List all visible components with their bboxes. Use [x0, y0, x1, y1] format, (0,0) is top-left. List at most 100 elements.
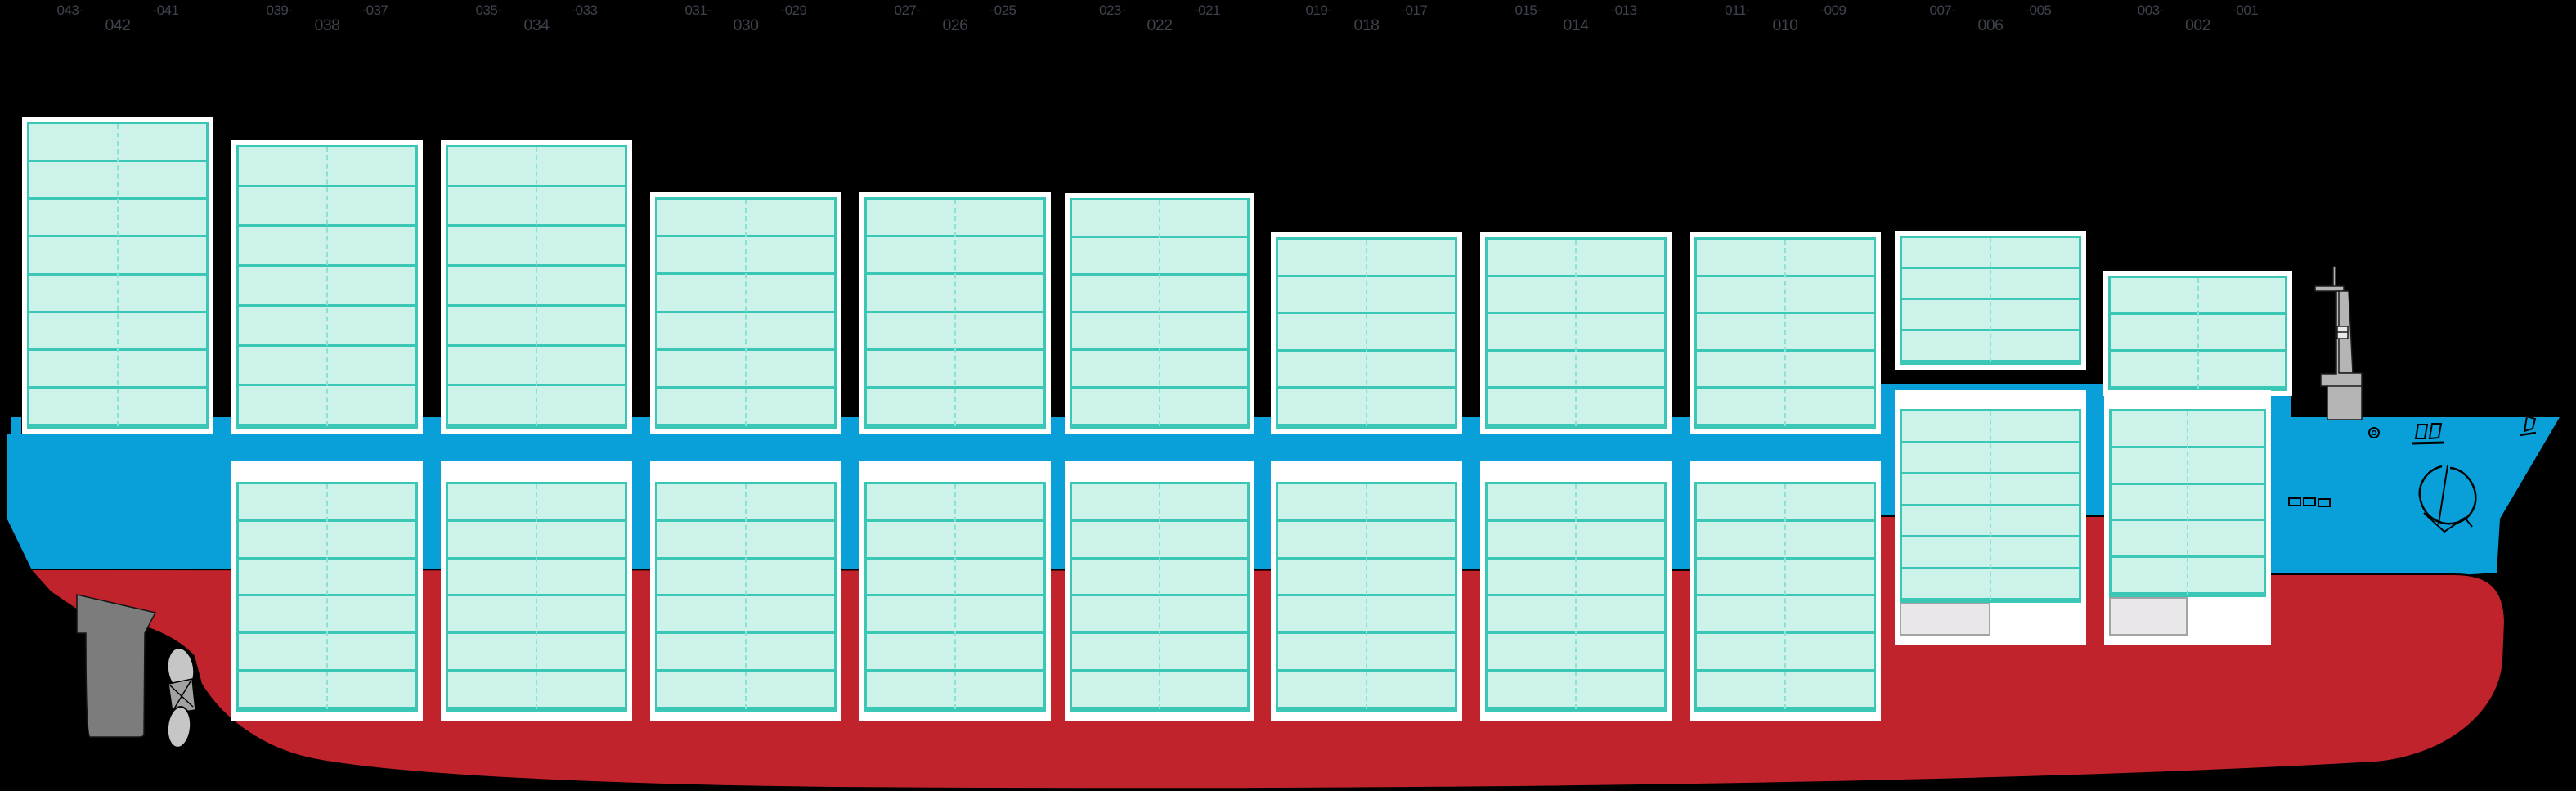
bay-010-deck-block[interactable] [1690, 232, 1881, 434]
foremast [2314, 266, 2363, 420]
column-divider [1366, 240, 1367, 426]
bridge-windows-icon [2414, 423, 2443, 440]
bay-label-left: 015- [1515, 2, 1542, 18]
column-divider [954, 200, 956, 426]
bay-022-deck-grid[interactable] [1070, 198, 1250, 429]
bay-038-labels: 039- -037 038 [231, 0, 423, 38]
column-divider [1159, 200, 1160, 426]
bay-label-002: 002 [2184, 16, 2211, 34]
bay-038-hold-grid[interactable] [236, 482, 418, 712]
bay-030-deck-block[interactable] [650, 192, 841, 434]
bay-010-deck-grid[interactable] [1694, 237, 1876, 429]
bay-018-hold-grid[interactable] [1276, 482, 1457, 712]
column-divider [536, 147, 537, 426]
column-divider [745, 484, 747, 709]
bay-010-hold-block[interactable] [1690, 461, 1881, 721]
bay-030-labels: 031- -029 030 [650, 0, 841, 38]
bay-010-hold-grid[interactable] [1694, 482, 1876, 712]
mast-base [2320, 290, 2363, 420]
bay-014-deck-grid[interactable] [1485, 237, 1667, 429]
bay-label-left: 019- [1305, 2, 1332, 18]
bay-014-hold-block[interactable] [1480, 461, 1672, 721]
bay-030-hold-grid[interactable] [655, 482, 837, 712]
bay-label-right: -025 [990, 2, 1016, 18]
bay-label-042: 042 [105, 16, 131, 34]
bay-018-labels: 019- -017 018 [1271, 0, 1462, 38]
column-divider [1159, 484, 1160, 709]
column-divider [1575, 240, 1577, 426]
bay-label-left: 007- [1929, 2, 1956, 18]
bay-002-labels: 003- -001 002 [2103, 0, 2292, 38]
anchor-shank [2438, 465, 2448, 524]
propeller-blade-lower [166, 706, 192, 748]
bay-label-right: -013 [1610, 2, 1637, 18]
bay-label-030: 030 [733, 16, 759, 34]
column-divider [1366, 484, 1367, 709]
column-divider [1575, 484, 1577, 709]
bay-006-deck-block[interactable] [1895, 231, 2086, 370]
column-divider [536, 484, 537, 709]
bay-022-deck-block[interactable] [1065, 193, 1254, 434]
column-divider [1990, 411, 1991, 600]
bay-038-deck-block[interactable] [231, 140, 423, 434]
bay-label-018: 018 [1353, 16, 1380, 34]
bay-034-deck-block[interactable] [441, 140, 632, 434]
column-divider [1990, 238, 1991, 362]
porthole-icon [2368, 427, 2380, 438]
bay-034-hold-grid[interactable] [446, 482, 627, 712]
bay-022-hold-grid[interactable] [1070, 482, 1250, 712]
bay-label-right: -005 [2025, 2, 2052, 18]
column-divider [2187, 411, 2188, 595]
bay-026-deck-block[interactable] [859, 192, 1051, 434]
bay-022-hold-block[interactable] [1065, 461, 1254, 721]
bay-042-deck-block[interactable] [22, 117, 213, 434]
bay-label-left: 035- [475, 2, 502, 18]
column-divider [1784, 484, 1786, 709]
bay-label-right: -041 [152, 2, 179, 18]
bay-002-deck-block[interactable] [2103, 271, 2292, 396]
bay-030-hold-block[interactable] [650, 461, 841, 721]
bay-002-hold-grid[interactable] [2109, 409, 2266, 597]
bay-006-labels: 007- -005 006 [1895, 0, 2086, 38]
bay-label-010: 010 [1772, 16, 1798, 34]
bay-label-038: 038 [314, 16, 340, 34]
propeller [166, 647, 196, 748]
bay-label-right: -029 [780, 2, 807, 18]
bay-018-deck-block[interactable] [1271, 232, 1462, 434]
bay-026-hold-grid[interactable] [864, 482, 1046, 712]
anchor-fluke [2423, 512, 2473, 533]
bay-label-026: 026 [942, 16, 968, 34]
bay-label-right: -009 [1820, 2, 1847, 18]
bay-006-deck-grid[interactable] [1900, 236, 2081, 365]
bay-002-machinery-cell[interactable] [2109, 597, 2188, 636]
bay-014-hold-grid[interactable] [1485, 482, 1667, 712]
bay-010-labels: 011- -009 010 [1690, 0, 1881, 38]
bay-026-hold-block[interactable] [859, 461, 1051, 721]
bay-038-hold-block[interactable] [231, 461, 423, 721]
bay-002-deck-grid[interactable] [2108, 276, 2287, 391]
column-divider [326, 484, 328, 709]
bay-002-hold-block[interactable] [2104, 390, 2271, 645]
bay-006-hold-block[interactable] [1895, 390, 2086, 645]
column-divider [954, 484, 956, 709]
bay-018-hold-block[interactable] [1271, 461, 1462, 721]
mast-platform [2314, 285, 2345, 292]
draft-marks [2288, 497, 2331, 507]
bay-label-left: 003- [2137, 2, 2165, 18]
bay-006-hold-grid[interactable] [1900, 409, 2081, 603]
bay-label-left: 039- [266, 2, 293, 18]
bay-018-deck-grid[interactable] [1276, 237, 1457, 429]
bow-flag-icon [2523, 415, 2537, 433]
bay-034-hold-block[interactable] [441, 461, 632, 721]
bay-label-right: -033 [571, 2, 598, 18]
bay-014-deck-block[interactable] [1480, 232, 1672, 434]
bay-042-deck-grid[interactable] [27, 122, 209, 429]
bay-006-machinery-cell[interactable] [1900, 603, 1990, 636]
bay-030-deck-grid[interactable] [655, 197, 837, 429]
bay-026-deck-grid[interactable] [864, 197, 1046, 429]
column-divider [117, 124, 119, 426]
bay-038-deck-grid[interactable] [236, 145, 418, 429]
bay-label-034: 034 [523, 16, 550, 34]
bay-034-deck-grid[interactable] [446, 145, 627, 429]
